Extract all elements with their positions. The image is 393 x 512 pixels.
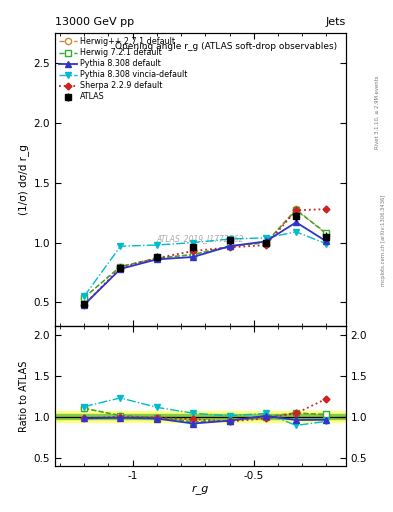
Line: Herwig++ 2.7.1 default: Herwig++ 2.7.1 default xyxy=(81,206,330,301)
Herwig 7.2.1 default xyxy=(191,251,195,258)
Pythia 8.308 default xyxy=(263,239,268,245)
Pythia 8.308 default xyxy=(191,254,195,260)
Herwig 7.2.1 default xyxy=(294,207,299,214)
Pythia 8.308 vincia-default xyxy=(294,229,299,235)
Sherpa 2.2.9 default xyxy=(227,244,232,250)
Herwig 7.2.1 default xyxy=(154,255,159,261)
X-axis label: r_g: r_g xyxy=(192,483,209,494)
Herwig 7.2.1 default xyxy=(263,240,268,246)
Sherpa 2.2.9 default xyxy=(82,302,86,308)
Pythia 8.308 vincia-default xyxy=(191,240,195,246)
Herwig 7.2.1 default xyxy=(118,264,123,270)
Sherpa 2.2.9 default xyxy=(118,265,123,271)
Herwig++ 2.7.1 default xyxy=(191,251,195,258)
Text: mcplots.cern.ch [arXiv:1306.3436]: mcplots.cern.ch [arXiv:1306.3436] xyxy=(381,195,386,286)
Pythia 8.308 default xyxy=(118,266,123,272)
Herwig++ 2.7.1 default xyxy=(227,243,232,249)
Text: 13000 GeV pp: 13000 GeV pp xyxy=(55,16,134,27)
Bar xyxy=(55,414,346,419)
Herwig++ 2.7.1 default xyxy=(263,240,268,246)
Line: Pythia 8.308 vincia-default: Pythia 8.308 vincia-default xyxy=(81,228,330,300)
Pythia 8.308 default xyxy=(324,239,329,245)
Bar xyxy=(55,411,346,422)
Herwig++ 2.7.1 default xyxy=(82,294,86,301)
Line: Sherpa 2.2.9 default: Sherpa 2.2.9 default xyxy=(82,207,329,307)
Sherpa 2.2.9 default xyxy=(191,248,195,254)
Sherpa 2.2.9 default xyxy=(263,242,268,248)
Pythia 8.308 default xyxy=(227,243,232,249)
Pythia 8.308 vincia-default xyxy=(118,243,123,249)
Sherpa 2.2.9 default xyxy=(294,207,299,214)
Text: Rivet 3.1.10, ≥ 2.9M events: Rivet 3.1.10, ≥ 2.9M events xyxy=(375,76,380,150)
Pythia 8.308 vincia-default xyxy=(82,293,86,300)
Legend: Herwig++ 2.7.1 default, Herwig 7.2.1 default, Pythia 8.308 default, Pythia 8.308: Herwig++ 2.7.1 default, Herwig 7.2.1 def… xyxy=(57,36,189,103)
Herwig++ 2.7.1 default xyxy=(324,231,329,238)
Y-axis label: (1/σ) dσ/d r_g: (1/σ) dσ/d r_g xyxy=(18,144,29,215)
Text: Opening angle r_g (ATLAS soft-drop observables): Opening angle r_g (ATLAS soft-drop obser… xyxy=(115,42,337,51)
Herwig 7.2.1 default xyxy=(82,294,86,301)
Y-axis label: Ratio to ATLAS: Ratio to ATLAS xyxy=(19,360,29,432)
Herwig++ 2.7.1 default xyxy=(294,206,299,212)
Text: Jets: Jets xyxy=(325,16,346,27)
Pythia 8.308 default xyxy=(82,302,86,308)
Sherpa 2.2.9 default xyxy=(154,255,159,261)
Herwig++ 2.7.1 default xyxy=(118,264,123,270)
Pythia 8.308 default xyxy=(154,257,159,263)
Sherpa 2.2.9 default xyxy=(324,206,329,212)
Pythia 8.308 default xyxy=(294,219,299,225)
Line: Pythia 8.308 default: Pythia 8.308 default xyxy=(81,219,330,308)
Line: Herwig 7.2.1 default: Herwig 7.2.1 default xyxy=(81,207,330,301)
Herwig 7.2.1 default xyxy=(227,243,232,249)
Pythia 8.308 vincia-default xyxy=(154,242,159,248)
Text: ATLAS_2019_I1772062: ATLAS_2019_I1772062 xyxy=(157,234,244,243)
Herwig++ 2.7.1 default xyxy=(154,255,159,261)
Pythia 8.308 vincia-default xyxy=(324,241,329,247)
Pythia 8.308 vincia-default xyxy=(227,236,232,242)
Pythia 8.308 vincia-default xyxy=(263,235,268,241)
Herwig 7.2.1 default xyxy=(324,230,329,236)
